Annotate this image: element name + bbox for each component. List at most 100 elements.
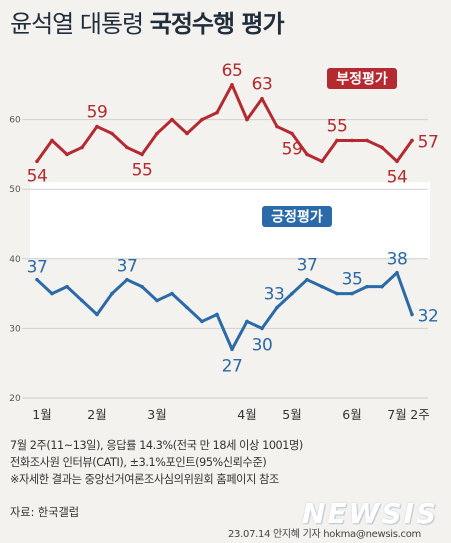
- data-point: [320, 159, 324, 164]
- data-point: [215, 312, 219, 317]
- data-point: [380, 145, 384, 150]
- title-normal: 윤석열 대통령: [10, 10, 144, 38]
- data-label: 38: [387, 250, 408, 270]
- data-point: [335, 291, 339, 296]
- note-line-1: 7월 2주(11~13일), 응답률 14.3%(전국 만 18세 이상 100…: [10, 439, 303, 452]
- data-label: 59: [87, 103, 108, 123]
- data-point: [350, 291, 354, 296]
- data-point: [275, 305, 279, 310]
- credit-text: 23.07.14 안지혜 기자 hokma@newsis.com: [228, 529, 421, 540]
- source-text: 자료: 한국갤럽: [10, 506, 80, 519]
- data-point: [35, 277, 39, 282]
- data-point: [410, 138, 414, 143]
- series-line: [35, 271, 414, 351]
- data-point: [245, 117, 249, 122]
- data-point: [35, 159, 39, 164]
- data-point: [260, 326, 264, 331]
- x-tick-label: 1월: [32, 407, 51, 422]
- data-point: [200, 319, 204, 324]
- data-label: 54: [387, 167, 408, 187]
- data-point: [335, 138, 339, 143]
- data-point: [245, 319, 249, 324]
- data-point: [395, 270, 399, 275]
- x-tick-label: 6월: [342, 407, 361, 422]
- data-point: [380, 284, 384, 289]
- data-point: [200, 117, 204, 122]
- data-point: [65, 284, 69, 289]
- x-tick-label: 5월: [282, 407, 301, 422]
- data-point: [290, 131, 294, 136]
- x-tick-label: 3월: [147, 407, 166, 422]
- data-label: 55: [327, 116, 348, 136]
- data-label: 55: [132, 160, 153, 180]
- data-point: [110, 291, 114, 296]
- x-tick-label: 4월: [237, 407, 256, 422]
- data-point: [215, 110, 219, 115]
- data-point: [410, 312, 414, 317]
- data-point: [305, 277, 309, 282]
- data-point: [155, 131, 159, 136]
- data-point: [125, 145, 129, 150]
- data-point: [230, 347, 234, 352]
- legend-badge: [327, 68, 397, 89]
- series-line: [35, 83, 414, 163]
- data-label: 32: [418, 306, 439, 326]
- data-point: [140, 284, 144, 289]
- data-point: [170, 291, 174, 296]
- data-point: [185, 131, 189, 136]
- data-point: [80, 298, 84, 303]
- data-point: [305, 152, 309, 157]
- data-point: [110, 131, 114, 136]
- x-tick-label: 2월: [87, 407, 106, 422]
- data-point: [155, 298, 159, 303]
- data-point: [350, 138, 354, 143]
- data-point: [95, 312, 99, 317]
- legend-badge: [262, 206, 332, 227]
- y-tick-label: 50: [9, 185, 21, 195]
- data-point: [290, 291, 294, 296]
- x-tick-label: 2주: [410, 407, 429, 422]
- y-tick-label: 20: [9, 394, 21, 404]
- data-label: 63: [252, 75, 273, 95]
- data-point: [395, 159, 399, 164]
- data-label: 33: [264, 285, 285, 305]
- data-label: 54: [27, 166, 48, 186]
- white-band: [30, 182, 430, 259]
- data-point: [365, 138, 369, 143]
- newsis-logo: NEWSIS: [302, 497, 439, 530]
- data-point: [275, 124, 279, 129]
- note-line-2: 전화조사원 인터뷰(CATI), ±3.1%포인트(95%신뢰수준): [10, 456, 267, 469]
- data-point: [80, 145, 84, 150]
- y-tick-label: 60: [9, 116, 21, 126]
- data-point: [140, 152, 144, 157]
- data-point: [125, 277, 129, 282]
- data-point: [260, 96, 264, 101]
- survey-notes: 7월 2주(11~13일), 응답률 14.3%(전국 만 18세 이상 100…: [10, 437, 303, 488]
- data-point: [320, 284, 324, 289]
- note-line-3: ※자세한 결과는 중앙선거여론조사심의위원회 홈페이지 참조: [10, 473, 279, 486]
- legend-label: 긍정평가: [271, 209, 323, 226]
- data-label: 37: [117, 257, 138, 277]
- data-label: 30: [252, 335, 273, 355]
- data-point: [185, 305, 189, 310]
- data-label: 37: [27, 258, 48, 278]
- data-label: 35: [342, 270, 363, 290]
- y-tick-label: 40: [9, 255, 21, 265]
- data-label: 27: [222, 356, 243, 376]
- data-point: [170, 117, 174, 122]
- data-point: [95, 124, 99, 129]
- chart-title: 윤석열 대통령 국정수행 평가: [10, 4, 285, 39]
- y-tick-label: 30: [9, 324, 21, 334]
- legend-label: 부정평가: [336, 71, 388, 88]
- data-point: [365, 284, 369, 289]
- data-label: 57: [418, 132, 439, 152]
- title-bold: 국정수행 평가: [149, 10, 285, 38]
- data-point: [65, 152, 69, 157]
- x-tick-label: 7월: [387, 407, 406, 422]
- data-label: 65: [222, 61, 243, 81]
- data-label: 59: [282, 140, 303, 160]
- data-label: 37: [297, 256, 318, 276]
- data-point: [50, 138, 54, 143]
- line-chart: 20 30 40 50 60 1월 2월 3월 4월 5월 6월 7월 2주 54 59 55 65 63 59 55…: [9, 61, 439, 422]
- data-point: [230, 83, 234, 87]
